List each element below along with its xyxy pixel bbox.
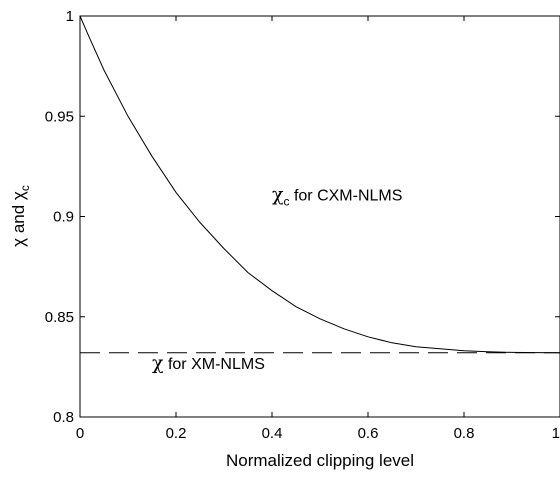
y-axis-label-sub: c xyxy=(18,185,32,191)
plot-area xyxy=(79,15,560,418)
annotation-text: for CXM-NLMS xyxy=(290,187,403,204)
y-tick-label: 0.8 xyxy=(53,409,74,426)
annotation-xm-nlms: χ for XM-NLMS xyxy=(152,352,265,374)
y-axis: 0.8 0.85 0.9 0.95 1 xyxy=(45,8,560,426)
x-tick-label: 0.6 xyxy=(358,425,379,442)
x-tick-label: 0.8 xyxy=(454,425,475,442)
y-tick-label: 0.95 xyxy=(45,108,74,125)
annotation-symbol: χ xyxy=(152,352,164,374)
annotation-subscript: c xyxy=(284,194,290,208)
series-group xyxy=(79,15,560,354)
y-axis-label: χ and χc xyxy=(9,185,32,247)
annotation-symbol: χ xyxy=(272,183,284,205)
x-tick-label: 0.2 xyxy=(166,425,187,442)
y-tick-label: 1 xyxy=(66,8,74,25)
annotation-text: for XM-NLMS xyxy=(164,356,265,373)
x-tick-label: 0.4 xyxy=(262,425,283,442)
y-tick-label: 0.85 xyxy=(45,309,74,326)
y-tick-label: 0.9 xyxy=(53,209,74,226)
x-axis: 0 0.2 0.4 0.6 0.8 1 xyxy=(76,16,560,442)
x-axis-label: Normalized clipping level xyxy=(226,451,414,470)
x-tick-label: 0 xyxy=(76,425,84,442)
y-axis-label-main: χ and χ xyxy=(9,191,28,247)
series-cxm-nlms-line xyxy=(79,15,560,354)
annotation-cxm-nlms: χc for CXM-NLMS xyxy=(272,183,402,208)
x-tick-label: 1 xyxy=(552,425,560,442)
